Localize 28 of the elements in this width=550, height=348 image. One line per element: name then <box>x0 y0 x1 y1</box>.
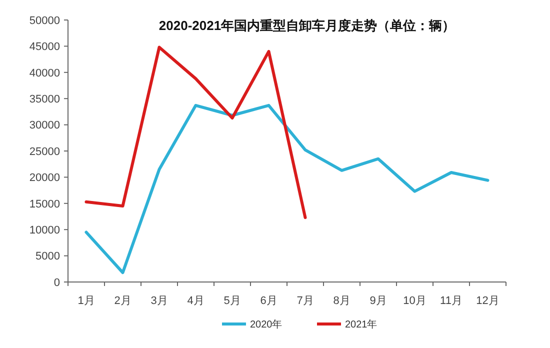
chart-title: 2020-2021年国内重型自卸车月度走势（单位：辆） <box>158 18 456 33</box>
y-tick-label: 10000 <box>29 224 60 236</box>
y-tick-label: 30000 <box>29 120 60 132</box>
y-tick-label: 20000 <box>29 172 60 184</box>
line-series <box>84 104 490 274</box>
legend-label: 2020年 <box>250 318 282 330</box>
line-series <box>84 46 307 220</box>
x-tick-label: 7月 <box>296 295 314 307</box>
y-tick-label: 50000 <box>29 14 60 27</box>
x-tick-label: 6月 <box>260 295 278 307</box>
x-tick-label: 9月 <box>370 295 387 307</box>
y-tick-label: 35000 <box>29 93 60 106</box>
y-tick-label: 15000 <box>29 198 60 210</box>
y-tick-label: 45000 <box>29 41 60 54</box>
x-tick-label: 11月 <box>440 295 462 307</box>
x-tick-label: 12月 <box>476 295 500 307</box>
x-tick-label: 10月 <box>403 295 426 307</box>
y-tick-label: 5000 <box>36 250 60 263</box>
y-tick-label: 40000 <box>29 67 60 80</box>
x-tick-label: 8月 <box>333 295 350 307</box>
y-tick-label: 0 <box>54 276 60 289</box>
x-tick-label: 5月 <box>224 295 241 307</box>
x-tick-label: 1月 <box>78 295 95 307</box>
x-tick-label: 4月 <box>187 295 204 307</box>
x-tick-label: 2月 <box>114 295 132 307</box>
y-tick-label: 25000 <box>29 146 60 158</box>
legend-label: 2021年 <box>345 318 378 330</box>
x-tick-label: 3月 <box>150 295 168 307</box>
